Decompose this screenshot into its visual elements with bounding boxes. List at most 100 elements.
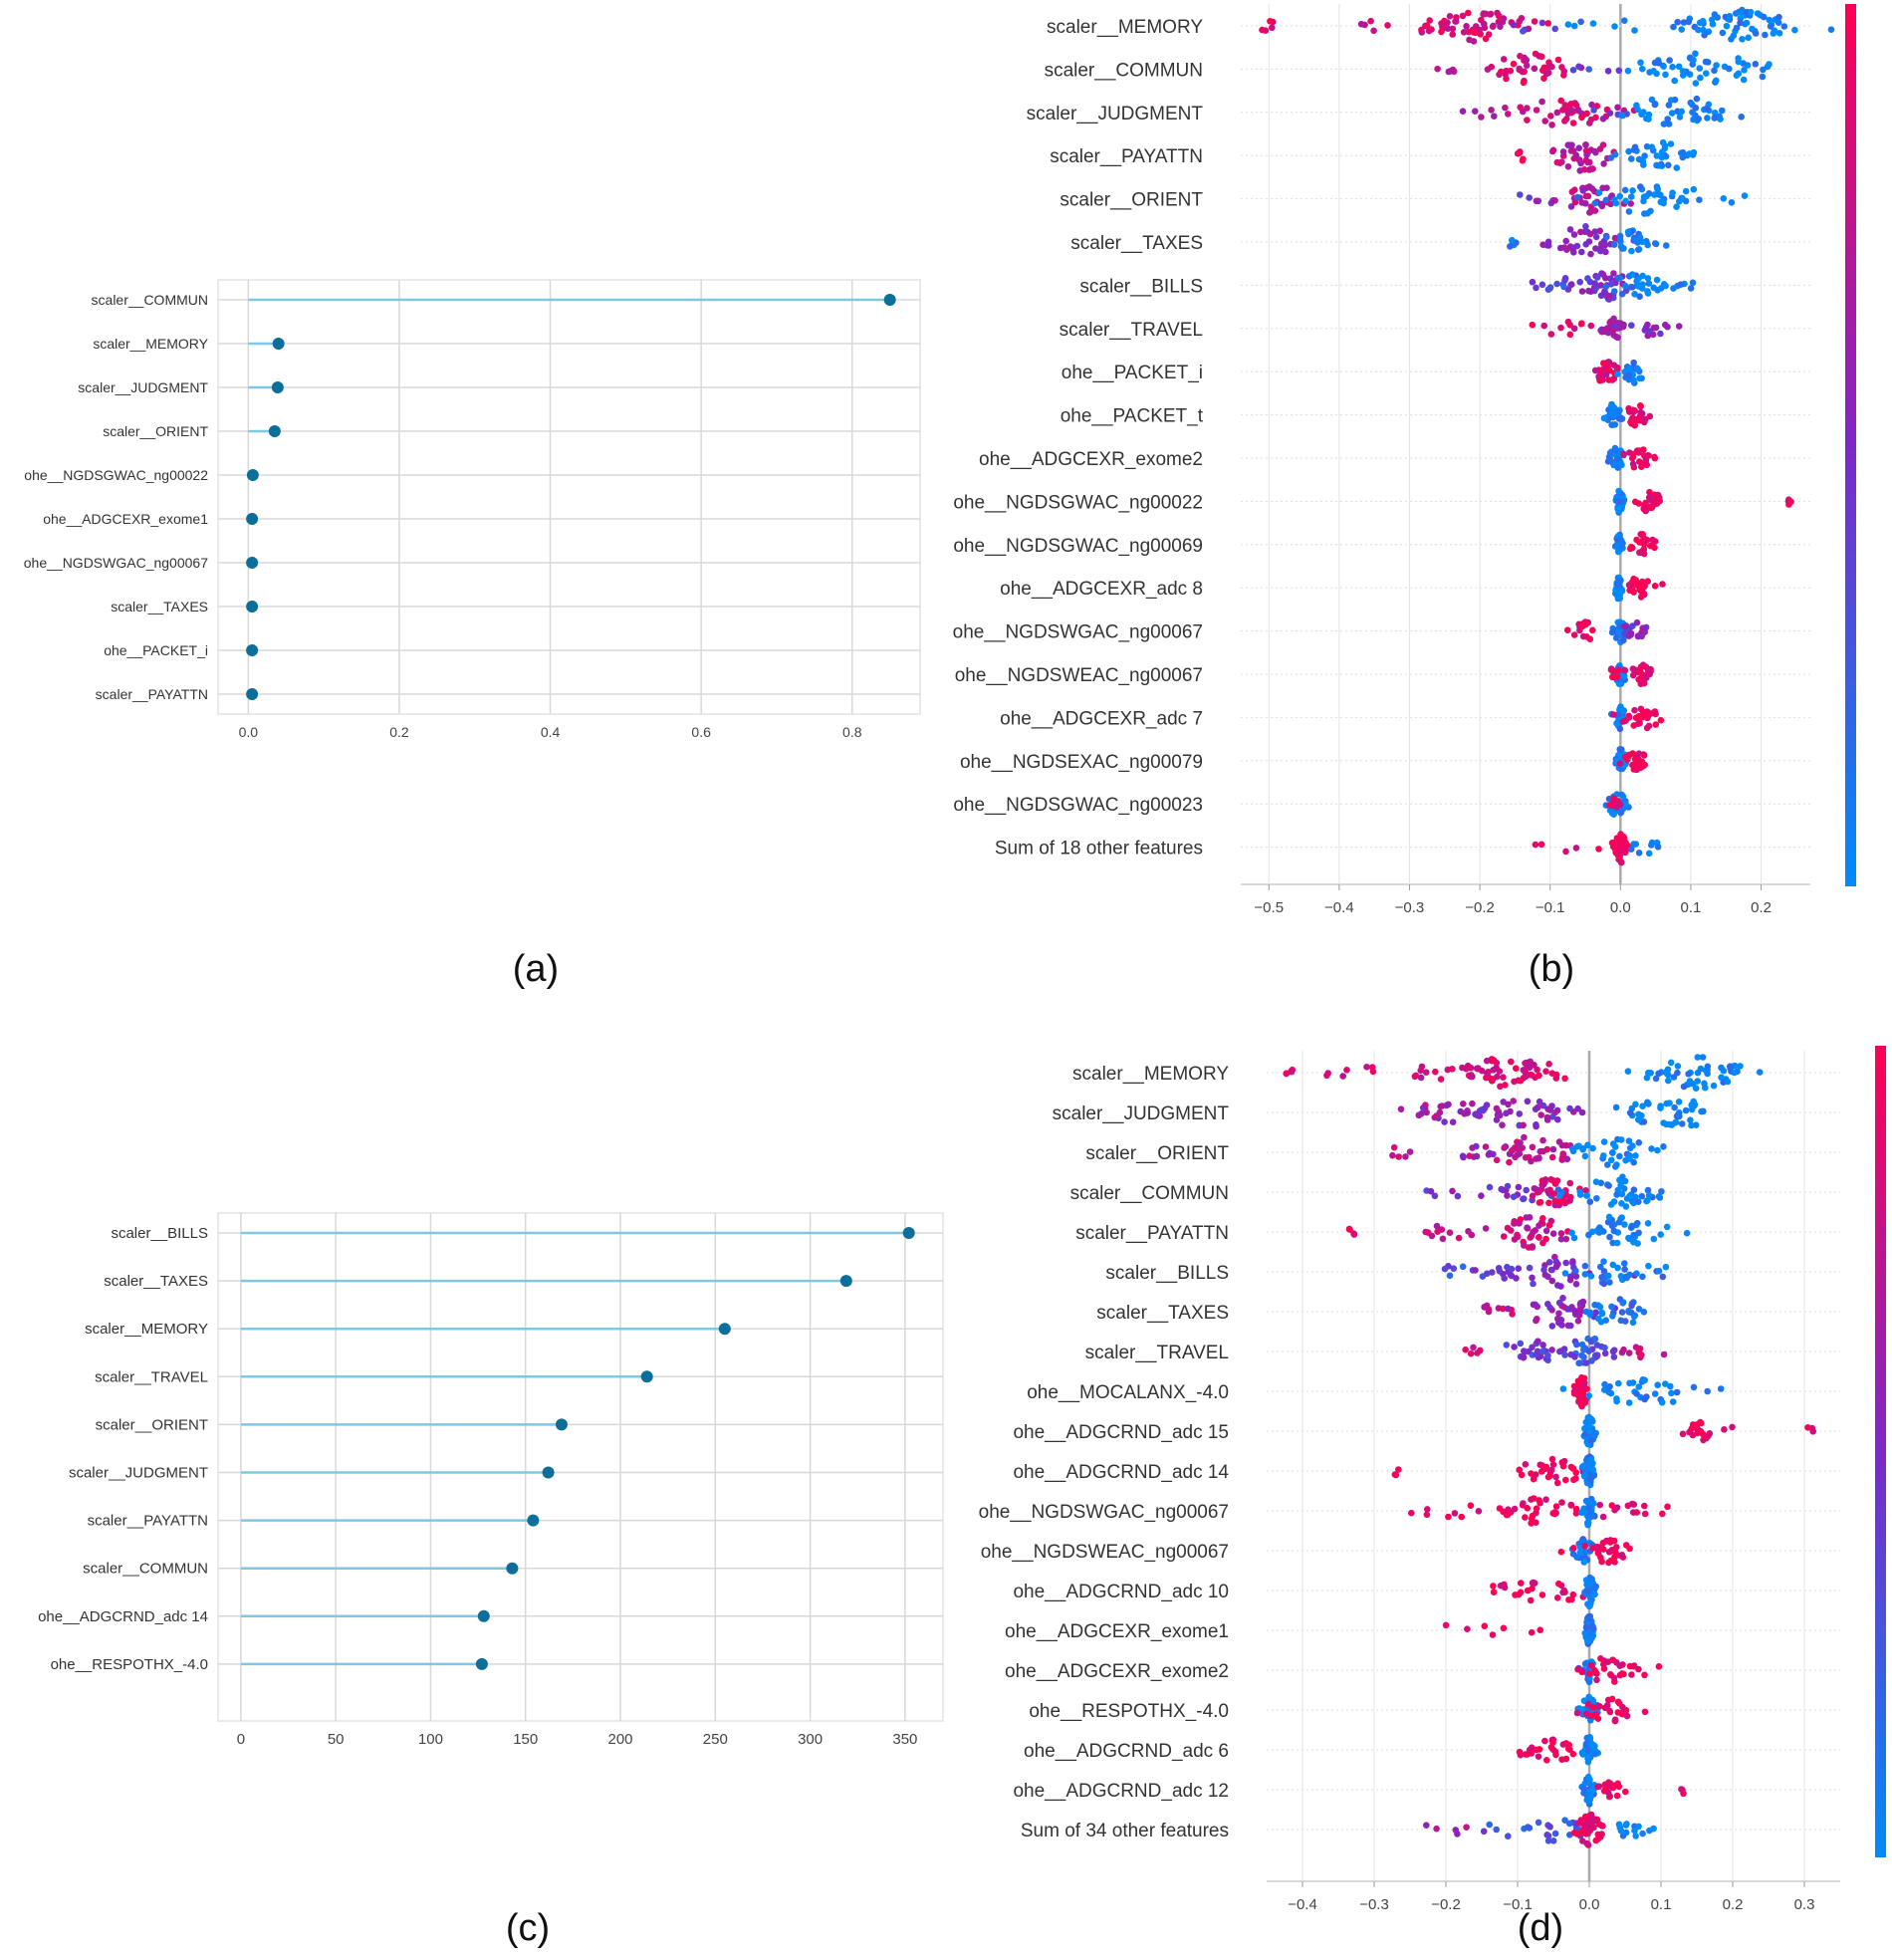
shap-point bbox=[1597, 247, 1604, 255]
shap-point bbox=[1639, 65, 1646, 73]
shap-point bbox=[1660, 281, 1668, 288]
shap-point bbox=[1489, 1631, 1497, 1638]
y-tick-label: scaler__PAYATTN bbox=[96, 686, 208, 702]
shap-point bbox=[1585, 1392, 1592, 1399]
shap-point bbox=[1605, 1182, 1612, 1189]
shap-point bbox=[1645, 1192, 1653, 1199]
shap-point bbox=[1697, 74, 1704, 82]
shap-point bbox=[1741, 67, 1748, 74]
shap-point bbox=[1645, 1262, 1652, 1270]
shap-point bbox=[1584, 192, 1592, 200]
lollipop-point bbox=[555, 1418, 568, 1431]
shap-point bbox=[1589, 1545, 1597, 1552]
shap-point bbox=[1616, 324, 1624, 332]
x-tick-label: 0.2 bbox=[389, 724, 409, 740]
x-tick-label: 0 bbox=[237, 1731, 245, 1748]
shap-point bbox=[1592, 245, 1599, 252]
shap-point bbox=[1564, 1306, 1571, 1313]
shap-point bbox=[1721, 1426, 1728, 1433]
shap-point bbox=[1529, 1192, 1537, 1200]
shap-point bbox=[1609, 667, 1616, 674]
shap-point bbox=[1576, 1820, 1583, 1827]
shap-point bbox=[1517, 1216, 1525, 1223]
shap-point bbox=[1641, 1671, 1648, 1679]
shap-point bbox=[1569, 1750, 1577, 1758]
shap-point bbox=[1771, 27, 1778, 34]
shap-point bbox=[1728, 199, 1736, 206]
shap-point bbox=[1588, 101, 1595, 109]
shap-point bbox=[1584, 1588, 1592, 1595]
shap-point bbox=[1607, 281, 1615, 288]
shap-point bbox=[1622, 1203, 1630, 1210]
shap-point bbox=[1631, 706, 1638, 714]
shap-point bbox=[1549, 1177, 1556, 1184]
shap-point bbox=[1490, 1067, 1497, 1074]
shap-point bbox=[1652, 721, 1660, 728]
shap-point bbox=[1597, 1655, 1604, 1662]
shap-point bbox=[1524, 1587, 1532, 1594]
shap-point bbox=[1690, 185, 1698, 193]
plot-area bbox=[217, 279, 921, 715]
shap-point bbox=[1422, 1102, 1429, 1108]
shap-point bbox=[1609, 799, 1617, 806]
shap-point bbox=[1517, 1077, 1525, 1085]
shap-point bbox=[1576, 1309, 1584, 1316]
shap-point bbox=[1653, 276, 1661, 284]
shap-point bbox=[1578, 1351, 1585, 1359]
shap-point bbox=[1622, 800, 1629, 808]
shap-point bbox=[1641, 210, 1648, 217]
shap-point bbox=[1635, 1348, 1642, 1356]
shap-point bbox=[1553, 280, 1560, 288]
shap-point bbox=[1562, 848, 1569, 856]
x-tick-label: −0.4 bbox=[1288, 1896, 1317, 1913]
shap-point bbox=[1605, 1213, 1613, 1221]
shap-point bbox=[1596, 1501, 1603, 1509]
shap-point bbox=[1548, 1466, 1555, 1474]
shap-point bbox=[1584, 275, 1591, 282]
shap-point bbox=[1528, 1750, 1535, 1757]
shap-point bbox=[1644, 1220, 1652, 1227]
shap-point bbox=[1606, 110, 1614, 117]
shap-point bbox=[1503, 75, 1510, 83]
shap-point bbox=[1688, 1121, 1695, 1129]
shap-point bbox=[1517, 1751, 1525, 1759]
shap-point bbox=[1500, 1099, 1507, 1105]
shap-point bbox=[1536, 1098, 1543, 1105]
shap-point bbox=[1487, 10, 1495, 18]
shap-point bbox=[1626, 1152, 1633, 1159]
feature-label: ohe__ADGCEXR_adc 8 bbox=[1000, 579, 1203, 600]
shap-point bbox=[1645, 494, 1653, 501]
shap-point bbox=[1674, 1063, 1682, 1070]
shap-point bbox=[1569, 1551, 1577, 1558]
shap-point bbox=[1610, 1198, 1618, 1205]
shap-point bbox=[1424, 1506, 1431, 1513]
shap-point bbox=[1480, 1828, 1488, 1836]
shap-point bbox=[1635, 1139, 1643, 1146]
shap-point bbox=[1613, 1239, 1621, 1247]
y-tick-label: scaler__PAYATTN bbox=[88, 1513, 208, 1530]
shap-point bbox=[1573, 1709, 1581, 1717]
shap-point bbox=[1689, 1080, 1697, 1088]
shap-point bbox=[1569, 244, 1576, 251]
shap-point bbox=[1760, 66, 1767, 74]
shap-point bbox=[1809, 1428, 1816, 1435]
shap-point bbox=[1615, 578, 1623, 586]
panel-label: (b) bbox=[1529, 948, 1574, 990]
shap-point bbox=[1451, 1510, 1459, 1517]
shap-point bbox=[1600, 160, 1607, 167]
shap-point bbox=[1504, 1192, 1511, 1199]
shap-point bbox=[1614, 1780, 1621, 1788]
shap-point bbox=[1581, 1543, 1588, 1550]
shap-point bbox=[1637, 408, 1644, 416]
shap-point bbox=[1587, 1661, 1595, 1669]
shap-point bbox=[1717, 1385, 1725, 1392]
shap-point bbox=[1615, 532, 1623, 539]
shap-point bbox=[1516, 1466, 1523, 1474]
shap-point bbox=[1578, 248, 1585, 256]
feature-label: ohe__ADGCEXR_exome2 bbox=[979, 449, 1203, 470]
feature-label: scaler__MEMORY bbox=[1072, 1064, 1229, 1085]
x-tick-label: 300 bbox=[798, 1731, 823, 1748]
shap-point bbox=[1564, 163, 1572, 170]
shap-point bbox=[1517, 104, 1524, 111]
shap-point bbox=[1596, 1304, 1604, 1311]
